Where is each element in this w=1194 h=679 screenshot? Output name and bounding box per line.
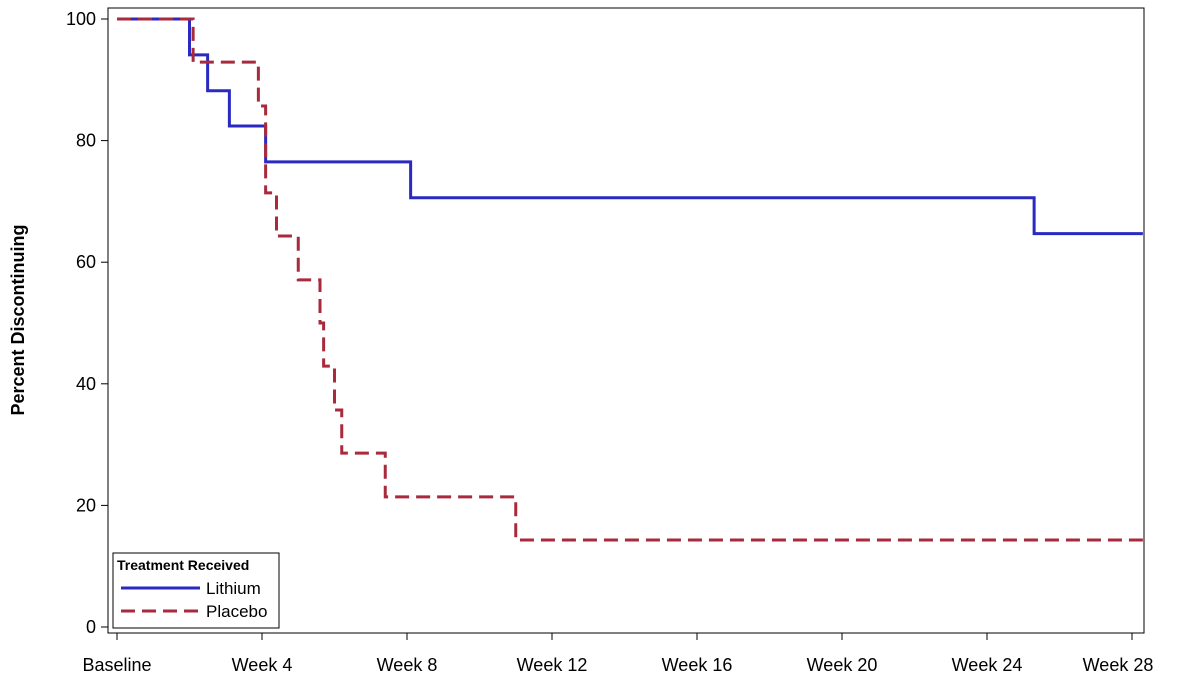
y-tick-label: 40: [76, 374, 96, 394]
y-tick-label: 20: [76, 495, 96, 515]
legend-label-placebo: Placebo: [206, 602, 267, 621]
legend-title: Treatment Received: [117, 557, 249, 573]
series-line-lithium: [117, 17, 1143, 236]
legend-label-lithium: Lithium: [206, 579, 261, 598]
x-tick-label: Baseline: [82, 655, 151, 675]
y-tick-label: 100: [66, 9, 96, 29]
series-layer: [117, 17, 1143, 542]
series-line-placebo: [117, 17, 1143, 542]
x-tick-label: Week 12: [517, 655, 588, 675]
plot-frame: [107, 7, 1145, 634]
x-tick-label: Week 16: [662, 655, 733, 675]
x-tick-label: Week 28: [1083, 655, 1154, 675]
legend-box: [112, 552, 280, 629]
x-tick-label: Week 24: [952, 655, 1023, 675]
y-tick-label: 60: [76, 252, 96, 272]
x-tick-label: Week 4: [232, 655, 293, 675]
y-tick-label: 0: [86, 617, 96, 637]
y-axis-title: Percent Discontinuing: [8, 224, 28, 415]
x-axis: Baseline Week 4 Week 8 Week 12 Week 16 Week 2…: [82, 633, 1153, 675]
y-axis: 0 20 40 60 80 100: [66, 9, 108, 637]
legend: Treatment Received Lithium Placebo: [112, 552, 280, 629]
x-tick-label: Week 8: [377, 655, 438, 675]
y-tick-label: 80: [76, 131, 96, 151]
x-tick-label: Week 20: [807, 655, 878, 675]
